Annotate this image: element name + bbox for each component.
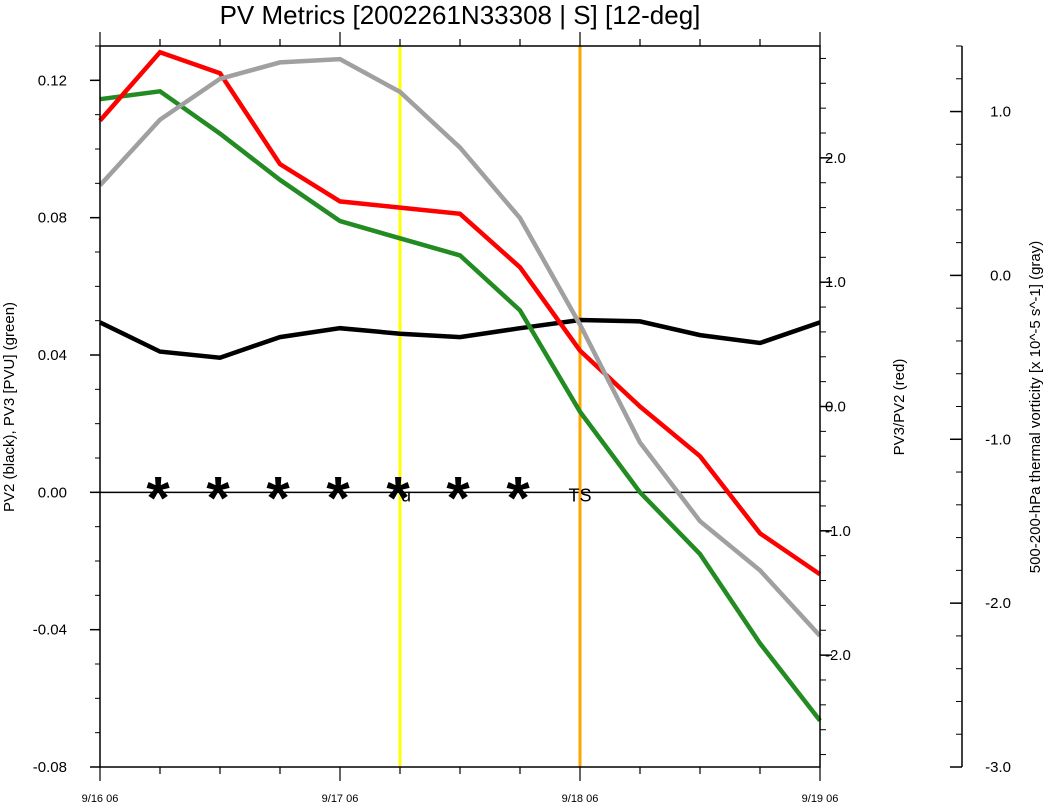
far-right-tick-label: -2.0 [985,595,1011,612]
marker-4: * [326,464,350,531]
left-tick-label: 0.00 [38,484,67,501]
right-tick-label: 0.0 [825,399,846,416]
left-tick-label: 0.04 [38,347,67,364]
plot-area: * * * * * * *u TS [98,46,822,767]
marker-5: * [386,464,410,531]
x-tick-label: 9/16 06 [82,793,119,805]
x-tick-label: 9/19 06 [802,793,839,805]
right-tick-label: 2.0 [825,150,846,167]
series-line-2 [99,88,822,722]
right-tick-label: -2.0 [825,647,851,664]
series-line-3 [98,49,822,577]
far-right-tick-label: -3.0 [985,759,1011,776]
marker-1: * [146,464,170,531]
marker-6: * [446,464,470,531]
series-line-4 [98,56,822,638]
annotation-1: u [401,485,411,505]
annotation-2: TS [568,485,591,505]
far-right-axis-title: 500-200-hPa thermal vorticity [x 10^-5 s… [1027,241,1044,574]
left-tick-label: 0.08 [38,210,67,227]
right-tick-label: -1.0 [825,523,851,540]
axes: -0.08 -0.04 0.00 0.04 0.08 0.12 -2.0 -1.0 0.0 1.0… [33,32,1011,805]
marker-3: * [266,464,290,531]
marker-7: * [506,464,530,531]
plot-frame [99,45,821,768]
left-tick-label: 0.12 [38,72,67,89]
x-tick-label: 9/18 06 [562,793,599,805]
far-right-tick-label: 0.0 [990,267,1011,284]
far-right-tick-label: -1.0 [985,431,1011,448]
right-axis-title: PV3/PV2 (red) [891,359,908,456]
marker-2: * [206,464,230,531]
x-tick-label: 9/17 06 [322,793,359,805]
left-tick-label: -0.04 [33,622,67,639]
chart-title: PV Metrics [2002261N33308 | S] [12-deg] [220,0,701,30]
series-line-1 [99,317,821,360]
right-tick-label: 1.0 [825,274,846,291]
left-axis-title: PV2 (black), PV3 [PVU] (green) [1,302,18,512]
left-tick-label: -0.08 [33,759,67,776]
far-right-tick-label: 1.0 [990,104,1011,121]
